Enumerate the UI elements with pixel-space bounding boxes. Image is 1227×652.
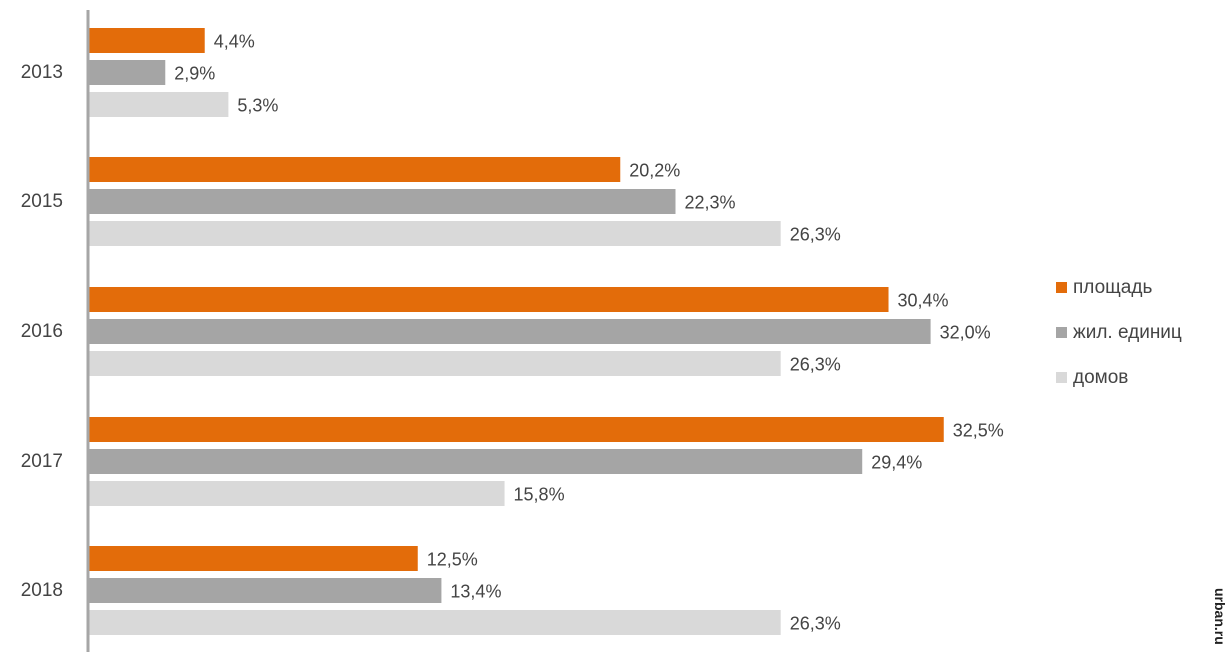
value-label-units-2013: 2,9% bbox=[174, 64, 215, 84]
bar-units-2018 bbox=[89, 578, 442, 603]
legend-label-houses: домов bbox=[1073, 366, 1129, 388]
value-label-units-2015: 22,3% bbox=[684, 193, 735, 213]
legend-swatch-houses bbox=[1056, 372, 1067, 383]
watermark: urban.ru bbox=[1200, 588, 1227, 652]
value-label-houses-2018: 26,3% bbox=[790, 614, 841, 634]
legend: площадь жил. единиц домов bbox=[1056, 276, 1226, 411]
category-label-2018: 2018 bbox=[21, 580, 63, 601]
bar-area-2016 bbox=[89, 287, 889, 312]
bars-layer bbox=[89, 28, 944, 635]
legend-label-area: площадь bbox=[1073, 276, 1153, 298]
bar-houses-2018 bbox=[89, 610, 781, 635]
category-label-2013: 2013 bbox=[21, 62, 63, 83]
legend-swatch-area bbox=[1056, 282, 1067, 293]
category-label-2017: 2017 bbox=[21, 451, 63, 472]
value-label-area-2018: 12,5% bbox=[427, 550, 478, 570]
value-label-houses-2015: 26,3% bbox=[790, 225, 841, 245]
watermark-text: urban.ru bbox=[1212, 588, 1227, 645]
bar-area-2018 bbox=[89, 546, 418, 571]
bar-area-2017 bbox=[89, 417, 944, 442]
legend-item-houses: домов bbox=[1056, 366, 1226, 389]
value-label-area-2016: 30,4% bbox=[898, 291, 949, 311]
bar-area-2015 bbox=[89, 157, 621, 182]
value-label-area-2015: 20,2% bbox=[629, 161, 680, 181]
bar-houses-2013 bbox=[89, 92, 229, 117]
bar-area-2013 bbox=[89, 28, 205, 53]
bar-units-2016 bbox=[89, 319, 931, 344]
legend-label-units: жил. единиц bbox=[1073, 321, 1182, 343]
bar-units-2015 bbox=[89, 189, 676, 214]
bar-houses-2015 bbox=[89, 221, 781, 246]
value-label-houses-2013: 5,3% bbox=[237, 96, 278, 116]
value-label-houses-2016: 26,3% bbox=[790, 355, 841, 375]
labels-layer: 4,4% 2,9% 5,3% 20,2%22,3% 26,3% 30,4% 32,0% 26,… bbox=[174, 32, 1004, 634]
category-labels: 2013 2015 2016 2017 2018 bbox=[21, 62, 63, 601]
value-label-units-2018: 13,4% bbox=[450, 582, 501, 602]
value-label-units-2016: 32,0% bbox=[940, 323, 991, 343]
value-label-area-2017: 32,5% bbox=[953, 421, 1004, 441]
category-label-2016: 2016 bbox=[21, 321, 63, 342]
legend-item-area: площадь bbox=[1056, 276, 1226, 299]
category-label-2015: 2015 bbox=[21, 191, 63, 212]
bar-units-2013 bbox=[89, 60, 166, 85]
value-label-units-2017: 29,4% bbox=[871, 453, 922, 473]
bar-houses-2016 bbox=[89, 351, 781, 376]
legend-item-units: жил. единиц bbox=[1056, 321, 1226, 344]
legend-swatch-units bbox=[1056, 327, 1067, 338]
bar-units-2017 bbox=[89, 449, 863, 474]
bar-houses-2017 bbox=[89, 481, 505, 506]
value-label-houses-2017: 15,8% bbox=[514, 485, 565, 505]
value-label-area-2013: 4,4% bbox=[214, 32, 255, 52]
